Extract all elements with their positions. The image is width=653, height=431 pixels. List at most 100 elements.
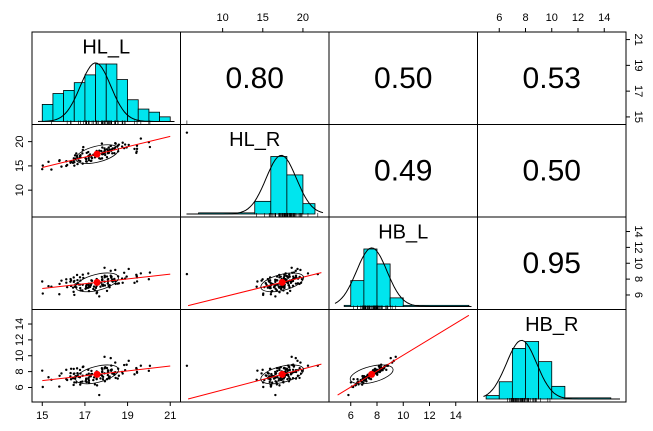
hist-bar-HB_R — [485, 395, 500, 400]
tick-label-right_HB_L: 12 — [632, 241, 644, 253]
panel-HB_R-HB_R — [477, 309, 627, 403]
scatter-point-HB_R-HB_L — [362, 381, 365, 384]
scatter-point-HB_R-HL_L — [73, 381, 76, 384]
hist-bar-HL_L — [148, 111, 160, 122]
scatter-point-HB_R-HB_L — [373, 367, 377, 370]
scatter-point-HB_L-HL_R — [256, 280, 259, 283]
scatter-point-HL_R-HL_L — [139, 137, 143, 140]
scatter-point-HB_R-HL_L — [95, 384, 99, 387]
scatter-point-HB_R-HL_L — [135, 370, 139, 374]
scatter-point-HB_L-HL_L — [127, 267, 130, 271]
scatter-point-HB_R-HL_L — [76, 371, 79, 375]
scatter-point-HB_L-HL_L — [99, 285, 102, 288]
scatter-point-HB_R-HL_L — [147, 369, 151, 373]
scatter-point-HB_R-HL_L — [79, 383, 82, 386]
hist-bar-HB_L — [376, 263, 391, 307]
scatter-point-HB_R-HL_L — [116, 377, 119, 380]
scatter-point-HB_L-HL_R — [296, 267, 299, 271]
scatter-point-HB_R-HL_R — [268, 380, 271, 384]
scatter-point-HL_R-HL_L — [105, 156, 109, 159]
scatter-point-HB_R-HL_R — [286, 377, 289, 381]
scatter-point-HB_L-HL_L — [75, 273, 79, 277]
tick-label-left_HL_R: 10 — [14, 184, 26, 196]
scatter-point-HB_R-HL_L — [103, 366, 106, 370]
scatter-point-HB_L-HL_L — [60, 279, 63, 282]
scatter-point-HB_R-HB_L — [369, 377, 373, 381]
tick-label-bottom_HL_L: 15 — [36, 410, 48, 422]
scatter-point-HB_R-HL_L — [117, 374, 121, 377]
scatter-point-HL_R-HL_L — [148, 145, 152, 149]
scatter-point-HB_R-HL_R — [299, 361, 302, 364]
tick-label-top_HL_R: 10 — [217, 12, 229, 24]
scatter-point-HB_R-HL_R — [265, 374, 268, 377]
scatter-point-HL_R-HL_L — [41, 167, 44, 171]
scatter-point-HB_R-HL_R — [300, 369, 304, 373]
tick-label-right_HL_L: 17 — [632, 85, 644, 97]
scatter-point-HB_R-HL_R — [287, 365, 291, 369]
scatter-point-HB_L-HL_R — [269, 281, 272, 284]
correlation-ellipse-HL_R-HL_L — [75, 144, 119, 164]
scatter-point-HL_R-HL_L — [106, 152, 110, 155]
scatter-point-HB_L-HL_L — [65, 281, 68, 284]
scatter-point-HB_L-HL_L — [122, 271, 126, 274]
scatter-point-HB_R-HL_L — [73, 372, 76, 375]
scatter-point-HB_L-HL_L — [65, 278, 68, 281]
scatter-point-HL_R-HL_L — [72, 157, 76, 160]
scatter-point-HB_L-HL_L — [114, 268, 117, 272]
tick-label-right_HB_L: 10 — [632, 257, 644, 269]
tick-label-bottom_HB_L: 10 — [397, 410, 409, 422]
scatter-point-HB_L-HL_R — [285, 278, 288, 281]
scatter-point-HL_R-HL_L — [41, 164, 44, 167]
scatter-point-HB_L-HL_R — [291, 284, 295, 288]
tick-label-left_HL_R: 15 — [14, 160, 26, 172]
variable-label-HB_R: HB_R — [525, 314, 578, 336]
scatter-point-HB_L-HL_L — [92, 285, 96, 288]
scatter-point-HB_L-HL_L — [121, 281, 124, 284]
scatter-point-HB_R-HL_L — [41, 385, 44, 389]
scatter-point-HB_R-HL_L — [93, 383, 97, 386]
scatter-point-HB_R-HL_L — [106, 369, 110, 372]
scatter-point-HB_L-HL_R — [279, 287, 283, 291]
scatter-point-HB_L-HL_L — [148, 271, 152, 274]
scatter-point-HB_L-HL_L — [58, 293, 61, 296]
scatter-point-HB_R-HL_R — [273, 377, 276, 380]
scatter-point-HB_R-HL_L — [122, 363, 126, 367]
scatter-point-HL_R-HL_L — [113, 151, 116, 155]
tick-label-top_HB_R: 6 — [496, 12, 502, 24]
scatter-point-HB_R-HL_R — [294, 356, 297, 360]
correlation-ellipse-HB_L-HL_R — [260, 272, 305, 293]
scatter-point-HB_L-HL_R — [265, 283, 268, 287]
scatter-point-HL_R-HL_L — [100, 149, 103, 153]
scatter-point-HB_R-HL_L — [85, 380, 88, 384]
scatter-point-HL_R-HL_L — [90, 155, 93, 159]
smooth-line-HB_L-HL_L — [42, 273, 171, 290]
tick-label-right_HB_L: 14 — [632, 225, 644, 237]
correlation-HL_R-HB_L: 0.49 — [374, 155, 432, 188]
scatter-point-HB_L-HL_L — [79, 286, 82, 290]
scatter-point-HB_R-HL_R — [268, 367, 272, 370]
scatter-point-HL_R-HL_L — [111, 152, 114, 155]
scatter-point-HB_R-HL_R — [298, 366, 301, 370]
scatter-point-HL_R-HL_L — [107, 146, 110, 149]
correlation-ellipse-HB_R-HL_L — [75, 364, 119, 385]
scatter-point-HL_R-HL_L — [75, 152, 78, 155]
scatter-point-HL_R-HL_L — [120, 145, 124, 148]
scatter-point-HB_R-HL_R — [278, 368, 281, 372]
tick-label-right_HL_L: 15 — [632, 111, 644, 123]
scatter-point-HB_R-HB_L — [375, 371, 379, 375]
scatter-point-HB_R-HL_L — [109, 356, 112, 360]
scatter-point-HB_R-HL_L — [87, 381, 91, 384]
scatter-point-HL_R-HL_L — [98, 157, 101, 160]
scatter-point-HL_R-HL_L — [100, 142, 104, 145]
tick-label-left_HB_R: 12 — [14, 334, 26, 346]
correlation-HL_L-HL_R: 0.80 — [226, 62, 284, 95]
scatter-point-HL_R-HL_L — [85, 160, 88, 163]
scatter-point-HB_L-HL_L — [72, 290, 75, 294]
scatter-point-HB_R-HL_L — [99, 377, 102, 380]
hist-bar-HB_R — [498, 381, 513, 400]
mean-point-HB_R-HL_R — [278, 370, 286, 378]
correlation-HB_L-HB_R: 0.95 — [523, 247, 581, 280]
scatter-point-HB_R-HL_L — [105, 366, 109, 370]
scatter-point-HB_L-HL_R — [268, 279, 272, 282]
scatter-point-HB_R-HL_L — [58, 374, 61, 377]
